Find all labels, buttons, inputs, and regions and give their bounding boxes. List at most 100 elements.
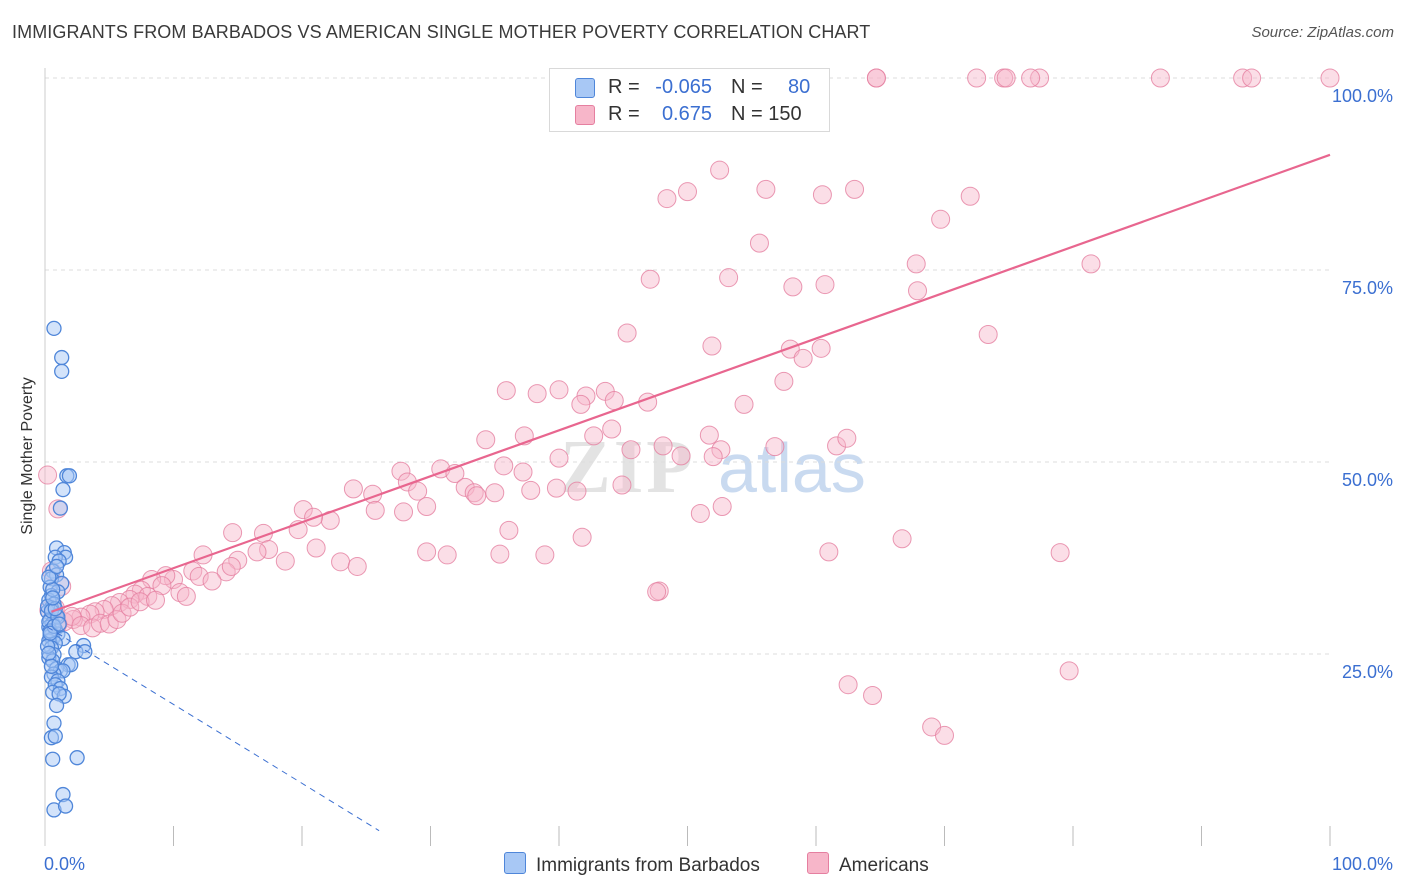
data-point-americans xyxy=(690,503,710,523)
data-point-americans xyxy=(793,348,813,368)
legend-swatch-barbados xyxy=(575,78,595,98)
data-point-americans xyxy=(146,590,166,610)
data-point-americans xyxy=(711,440,731,460)
data-point-americans xyxy=(85,602,105,622)
data-point-americans xyxy=(703,447,723,467)
legend-n-value: 80 xyxy=(788,76,811,98)
data-point-barbados xyxy=(43,658,60,674)
data-point-americans xyxy=(485,483,505,503)
data-point-americans xyxy=(1150,68,1170,88)
data-point-americans xyxy=(935,725,954,745)
data-point-americans xyxy=(617,323,637,343)
bottom-legend-americans: Americans xyxy=(807,852,929,876)
data-point-americans xyxy=(1081,254,1101,274)
data-point-americans xyxy=(408,481,428,501)
data-point-americans xyxy=(490,544,510,564)
data-point-americans xyxy=(535,545,555,565)
data-point-barbados xyxy=(47,728,63,744)
data-point-barbados xyxy=(46,715,62,731)
axes xyxy=(44,68,1331,846)
data-point-americans xyxy=(476,430,496,450)
data-point-americans xyxy=(527,384,547,404)
watermark: ZIP atlas xyxy=(560,425,866,509)
data-point-americans xyxy=(978,325,998,345)
data-point-americans xyxy=(513,462,533,482)
data-point-americans xyxy=(612,475,632,495)
data-point-americans xyxy=(437,545,457,565)
data-point-americans xyxy=(653,436,673,456)
legend-r-value: -0.065 xyxy=(655,76,712,98)
data-point-americans xyxy=(549,448,569,468)
data-point-americans xyxy=(1059,661,1079,681)
legend-r-label: R = xyxy=(608,103,640,125)
data-point-americans xyxy=(221,556,241,576)
data-point-americans xyxy=(394,502,414,522)
data-point-barbados xyxy=(69,750,85,766)
data-point-americans xyxy=(671,446,691,466)
data-point-americans xyxy=(815,275,835,295)
data-point-americans xyxy=(712,497,732,517)
data-point-americans xyxy=(464,483,484,503)
data-point-americans xyxy=(223,523,243,543)
data-point-americans xyxy=(107,609,127,629)
data-point-americans xyxy=(811,338,831,358)
data-point-americans xyxy=(494,456,514,476)
data-point-americans xyxy=(845,179,865,199)
data-point-americans xyxy=(908,281,928,301)
legend-row-americans: R = 0.675 N = 150 xyxy=(550,101,829,127)
legend-n-label: N = xyxy=(731,76,763,98)
data-point-americans xyxy=(774,371,794,391)
data-point-americans xyxy=(521,480,541,500)
data-point-americans xyxy=(892,529,912,549)
data-point-americans xyxy=(499,520,519,540)
data-point-americans xyxy=(189,566,209,586)
bottom-legend-barbados: Immigrants from Barbados xyxy=(504,852,760,876)
data-point-americans xyxy=(621,440,641,460)
legend-swatch-americans xyxy=(575,105,595,125)
trend-lines xyxy=(47,153,1331,832)
svg-text:ZIP: ZIP xyxy=(560,425,696,509)
data-point-americans xyxy=(1320,68,1340,88)
data-point-americans xyxy=(571,394,591,414)
data-point-americans xyxy=(783,277,803,297)
chart-source: Source: ZipAtlas.com xyxy=(1251,24,1394,41)
y-tick-label: 50.0% xyxy=(1342,470,1393,490)
data-point-americans xyxy=(156,566,176,586)
data-point-barbados xyxy=(77,644,93,660)
data-point-americans xyxy=(365,500,385,520)
data-point-americans xyxy=(647,582,667,602)
data-point-americans xyxy=(602,419,622,439)
y-tick-label: 75.0% xyxy=(1342,278,1393,298)
data-point-americans xyxy=(293,500,313,520)
data-point-americans xyxy=(572,527,592,547)
data-point-barbados xyxy=(45,590,61,606)
data-point-barbados xyxy=(54,349,70,366)
data-point-americans xyxy=(176,586,196,606)
data-point-barbados xyxy=(61,468,78,484)
data-point-americans xyxy=(866,68,886,88)
data-point-americans xyxy=(331,552,351,572)
data-point-americans xyxy=(120,597,140,617)
data-point-americans xyxy=(112,603,132,623)
data-point-americans xyxy=(749,233,769,253)
data-point-americans xyxy=(756,179,776,199)
trend-line-americans xyxy=(51,153,1331,613)
data-point-americans xyxy=(584,426,604,446)
data-point-americans xyxy=(960,186,980,206)
data-point-americans xyxy=(967,68,987,88)
y-tick-label: 100.0% xyxy=(1332,86,1393,106)
data-point-americans xyxy=(702,336,722,356)
data-point-americans xyxy=(130,592,150,612)
data-point-americans xyxy=(391,461,411,481)
data-point-americans xyxy=(1242,68,1262,88)
data-point-barbados xyxy=(48,558,65,575)
legend-row-barbados: R = -0.065 N = 80 xyxy=(550,74,829,100)
data-point-barbados xyxy=(51,616,67,632)
data-point-americans xyxy=(216,562,236,582)
tick-labels: 25.0% 50.0% 75.0% 100.0% 0.0% 100.0% xyxy=(44,86,1393,874)
data-point-americans xyxy=(819,542,839,562)
data-point-americans xyxy=(1021,68,1041,88)
data-point-americans xyxy=(657,189,677,209)
data-point-americans xyxy=(765,437,785,457)
bottom-legend-label-barbados: Immigrants from Barbados xyxy=(536,855,760,876)
